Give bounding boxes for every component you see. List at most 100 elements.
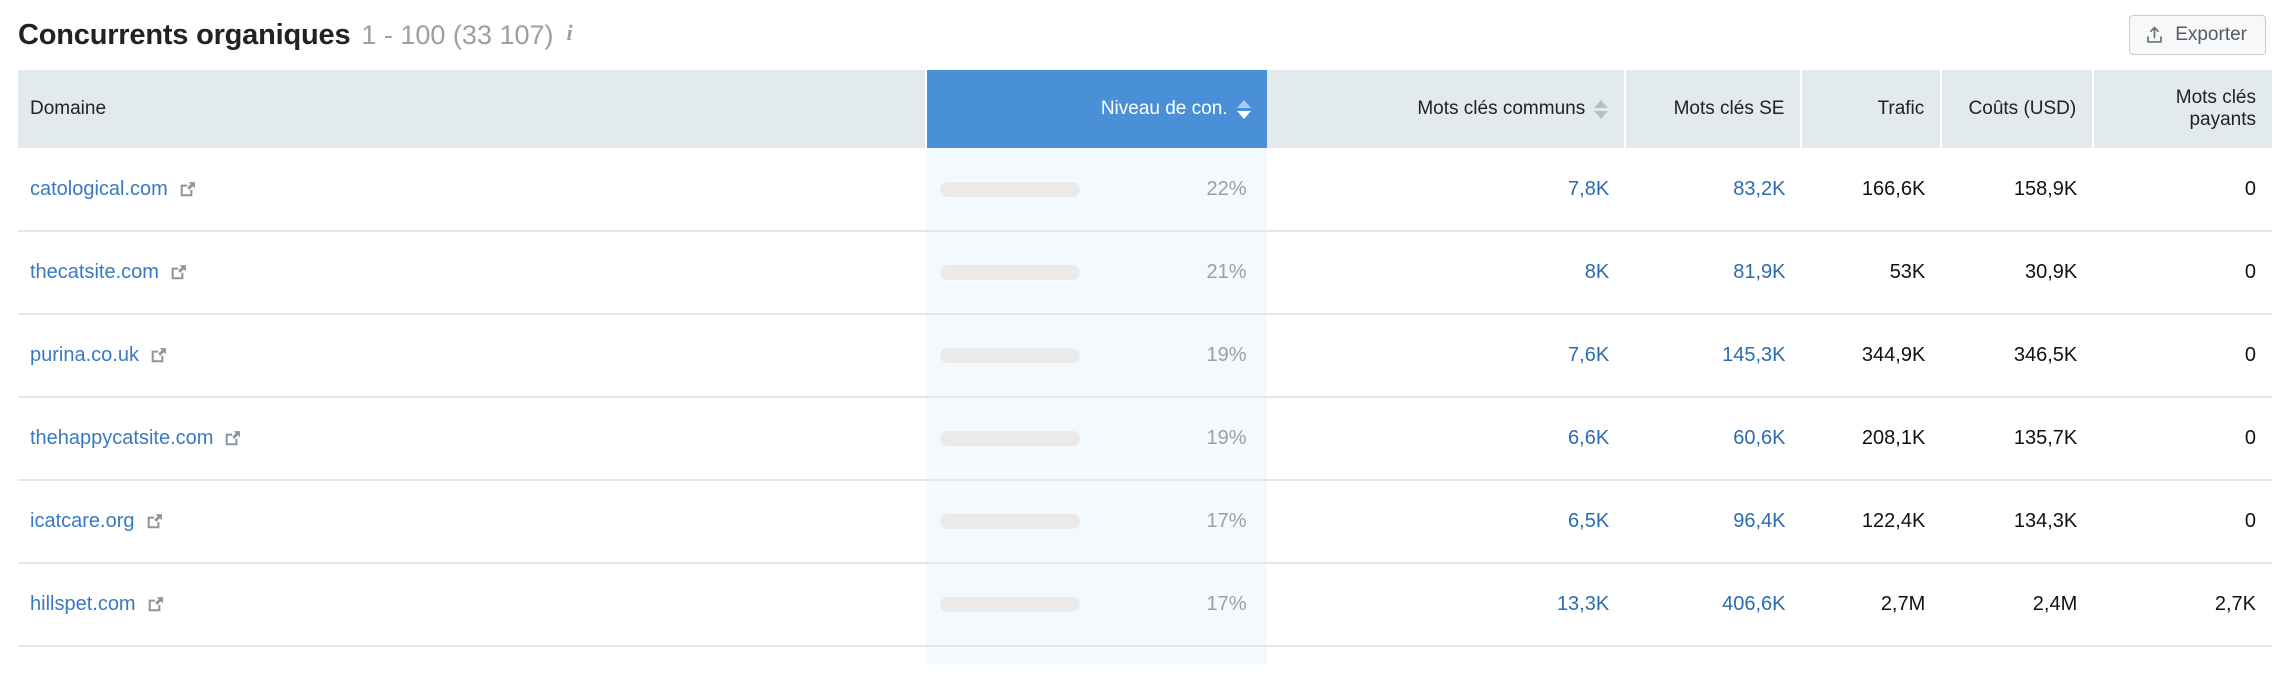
domain-link[interactable]: catological.com (30, 177, 168, 200)
sort-arrows-icon[interactable] (1236, 99, 1251, 119)
se-keywords-link[interactable]: 83,2K (1733, 177, 1786, 200)
column-header-se-keywords-label: Mots clés SE (1673, 98, 1785, 120)
cell-domain: icatcare.org (18, 480, 927, 564)
cell-traffic: 344,9K (1801, 314, 1942, 398)
cell-paid-keywords: 2,7K (2093, 563, 2272, 647)
external-link-icon[interactable] (147, 596, 164, 613)
column-header-traffic-label: Trafic (1877, 98, 1925, 120)
cell-costs: 2,4M (1941, 563, 2094, 647)
external-link-icon[interactable] (170, 264, 187, 281)
cell-costs: 134,3K (1941, 480, 2094, 564)
cell-empty (1625, 646, 1802, 664)
common-keywords-link[interactable]: 8K (1584, 261, 1610, 283)
table-row: catological.com 22% 7,8K 83,2K 166,6K 158,9K 0 (18, 148, 2272, 232)
cell-common-keywords: 7,8K (1266, 148, 1626, 232)
column-header-competition[interactable]: Niveau de con. (926, 70, 1267, 148)
export-button-label: Exporter (2175, 24, 2247, 45)
competition-percent-label: 21% (1206, 261, 1247, 283)
cell-domain: catological.com (18, 148, 927, 232)
cell-costs: 346,5K (1941, 314, 2094, 398)
competition-percent-label: 17% (1206, 510, 1247, 532)
competition-progress-bar (940, 181, 1081, 197)
sort-ascending-arrow-icon (1236, 99, 1251, 108)
table-row-partial (18, 646, 2272, 664)
cell-paid-keywords: 0 (2093, 480, 2272, 564)
page-title: Concurrents organiques (18, 18, 351, 51)
cell-competition: 21% (926, 231, 1267, 315)
export-button[interactable]: Exporter (2129, 15, 2266, 55)
cell-competition (926, 646, 1267, 664)
column-header-costs[interactable]: Coûts (USD) (1941, 70, 2095, 148)
column-header-domain[interactable]: Domaine (18, 70, 928, 148)
sort-arrows-icon[interactable] (1594, 99, 1609, 119)
cell-se-keywords: 83,2K (1625, 148, 1802, 232)
column-header-domain-label: Domaine (30, 98, 107, 120)
column-header-common-keywords-label: Mots clés communs (1417, 98, 1586, 120)
se-keywords-link[interactable]: 81,9K (1733, 261, 1786, 283)
column-header-common-keywords[interactable]: Mots clés communs (1266, 70, 1627, 148)
se-keywords-link[interactable]: 145,3K (1722, 344, 1786, 366)
domain-link[interactable]: purina.co.uk (30, 344, 139, 366)
column-header-se-keywords[interactable]: Mots clés SE (1625, 70, 1803, 148)
domain-link[interactable]: hillspet.com (30, 593, 136, 615)
table-row: thehappycatsite.com 19% 6,6K 60,6K 208,1K 135… (18, 397, 2272, 481)
column-header-paid-keywords[interactable]: Mots clés payants (2093, 70, 2272, 148)
table-row: thecatsite.com 21% 8K 81,9K 53K 30,9K 0 (18, 231, 2272, 315)
column-header-paid-keywords-label: Mots clés payants (2175, 87, 2256, 130)
table-row: purina.co.uk 19% 7,6K 145,3K 344,9K 346,5K 0 (18, 314, 2272, 398)
se-keywords-link[interactable]: 406,6K (1722, 593, 1786, 615)
cell-common-keywords: 7,6K (1266, 314, 1626, 398)
organic-competitors-table: Domaine Niveau de con. Mots clés commu (18, 70, 2272, 664)
cell-costs: 135,7K (1941, 397, 2094, 481)
cell-competition: 19% (926, 314, 1267, 398)
common-keywords-link[interactable]: 7,8K (1568, 177, 1610, 200)
cell-paid-keywords: 0 (2093, 397, 2272, 481)
sort-descending-arrow-icon (1236, 110, 1251, 119)
competition-percent-label: 19% (1206, 427, 1247, 449)
column-header-costs-label: Coûts (USD) (1968, 98, 2077, 120)
cell-se-keywords: 406,6K (1625, 563, 1802, 647)
cell-traffic: 122,4K (1801, 480, 1942, 564)
cell-se-keywords: 81,9K (1625, 231, 1802, 315)
column-header-competition-label: Niveau de con. (1100, 98, 1228, 120)
cell-competition: 19% (926, 397, 1267, 481)
column-header-traffic[interactable]: Trafic (1801, 70, 1943, 148)
cell-common-keywords: 6,6K (1266, 397, 1626, 481)
common-keywords-link[interactable]: 6,5K (1568, 510, 1610, 532)
cell-se-keywords: 145,3K (1625, 314, 1802, 398)
common-keywords-link[interactable]: 6,6K (1568, 427, 1610, 449)
domain-link[interactable]: thehappycatsite.com (30, 427, 214, 449)
cell-common-keywords: 13,3K (1266, 563, 1626, 647)
common-keywords-link[interactable]: 7,6K (1568, 344, 1610, 366)
common-keywords-link[interactable]: 13,3K (1556, 593, 1610, 615)
cell-competition: 17% (926, 563, 1267, 647)
info-icon[interactable]: i (566, 20, 573, 45)
external-link-icon[interactable] (224, 430, 241, 447)
competitors-table-container: Domaine Niveau de con. Mots clés commu (0, 70, 2290, 664)
page-header: Concurrents organiques 1 - 100 (33 107) … (0, 0, 2290, 70)
competition-percent-label: 22% (1206, 177, 1247, 200)
cell-empty (1801, 646, 1942, 664)
cell-domain: hillspet.com (18, 563, 927, 647)
external-link-icon[interactable] (146, 513, 163, 530)
se-keywords-link[interactable]: 60,6K (1733, 427, 1786, 449)
competition-progress-bar (940, 348, 1081, 363)
domain-link[interactable]: icatcare.org (30, 510, 135, 532)
external-link-icon[interactable] (179, 181, 196, 198)
cell-common-keywords: 6,5K (1266, 480, 1626, 564)
cell-competition: 22% (926, 148, 1267, 232)
cell-se-keywords: 96,4K (1625, 480, 1802, 564)
cell-paid-keywords: 0 (2093, 314, 2272, 398)
cell-empty (2093, 646, 2272, 664)
cell-domain: thecatsite.com (18, 231, 927, 315)
competition-progress-bar (940, 265, 1081, 280)
result-range: 1 - 100 (33 107) (361, 19, 554, 50)
cell-common-keywords: 8K (1266, 231, 1626, 315)
se-keywords-link[interactable]: 96,4K (1733, 510, 1786, 532)
table-header-row: Domaine Niveau de con. Mots clés commu (18, 70, 2272, 148)
competition-progress-bar (940, 597, 1081, 612)
domain-link[interactable]: thecatsite.com (30, 261, 159, 283)
cell-se-keywords: 60,6K (1625, 397, 1802, 481)
external-link-icon[interactable] (150, 347, 167, 364)
export-upload-icon (2145, 25, 2164, 45)
